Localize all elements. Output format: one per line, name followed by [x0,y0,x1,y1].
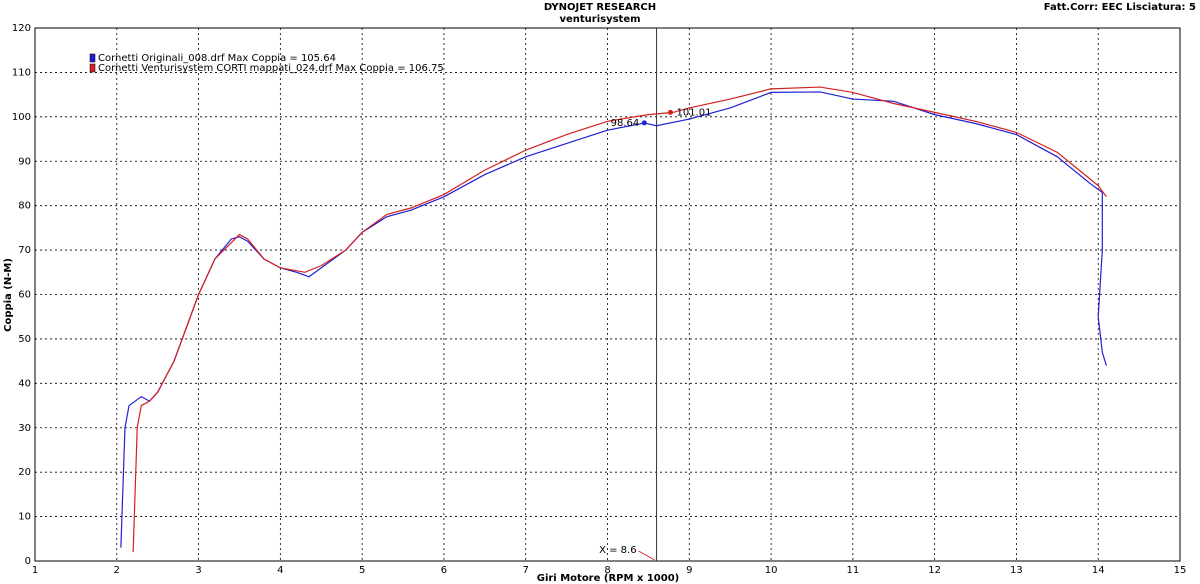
x-tick-label: 7 [523,565,529,576]
marker [641,120,647,126]
x-tick-label: 14 [1092,565,1105,576]
y-tick-label: 20 [18,467,31,478]
x-tick-label: 4 [277,565,283,576]
y-tick-label: 70 [18,245,31,256]
y-tick-label: 100 [12,112,31,123]
marker-label: 101.01 [676,107,711,118]
legend-label: Cornetti Originali_008.drf Max Coppia = … [98,53,336,64]
y-tick-label: 110 [12,67,31,78]
x-axis-label: Giri Motore (RPM x 1000) [537,573,680,584]
y-tick-label: 120 [12,23,31,34]
marker [667,109,673,115]
chart-subtitle: venturisystem [559,14,640,25]
x-tick-label: 9 [686,565,692,576]
x-tick-label: 2 [114,565,120,576]
chart-title: DYNOJET RESEARCH [544,2,656,13]
y-tick-label: 60 [18,290,31,301]
legend-swatch [89,53,96,63]
y-tick-label: 80 [18,201,31,212]
cursor-label: X = 8.6 [599,545,637,556]
y-tick-label: 10 [18,512,31,523]
cursor-pointer [638,550,655,561]
x-tick-label: 15 [1174,565,1187,576]
y-axis-label: Coppia (N-M) [3,258,14,332]
x-tick-label: 11 [846,565,859,576]
x-tick-label: 3 [195,565,201,576]
x-tick-label: 6 [441,565,447,576]
y-tick-label: 50 [18,334,31,345]
marker-label: 98.64 [611,118,640,129]
series-line [132,86,1107,553]
x-tick-label: 5 [359,565,365,576]
y-tick-label: 90 [18,156,31,167]
x-tick-label: 13 [1010,565,1023,576]
y-tick-label: 40 [18,378,31,389]
y-tick-label: 30 [18,423,31,434]
legend-label: Cornetti Venturisystem CORTI mappati_024… [98,63,444,74]
x-tick-label: 12 [928,565,941,576]
corner-note: Fatt.Corr: EEC Lisciatura: 5 [1044,2,1196,13]
x-tick-label: 10 [765,565,778,576]
x-tick-label: 8 [604,565,610,576]
x-tick-label: 1 [32,565,38,576]
y-tick-label: 0 [25,556,31,567]
legend-swatch [89,63,96,73]
